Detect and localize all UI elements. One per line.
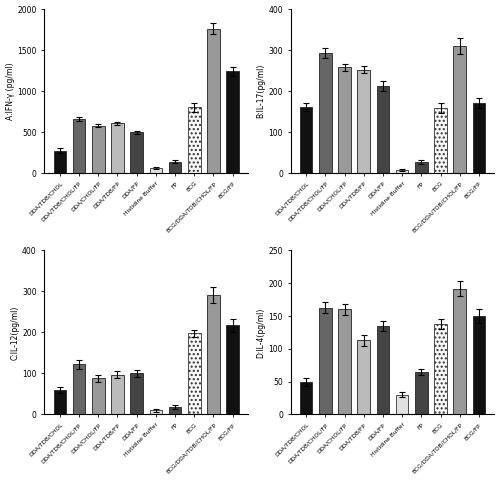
Bar xyxy=(434,108,447,173)
Bar xyxy=(300,107,312,173)
Bar xyxy=(454,46,466,173)
Bar xyxy=(415,162,428,173)
Bar xyxy=(319,308,332,414)
Bar xyxy=(150,168,162,173)
Bar xyxy=(188,108,200,173)
Bar xyxy=(54,151,66,173)
Bar xyxy=(415,372,428,414)
Bar xyxy=(226,325,239,414)
Bar xyxy=(54,390,66,414)
Bar xyxy=(169,407,181,414)
Bar xyxy=(208,295,220,414)
Bar xyxy=(396,170,408,173)
Bar xyxy=(73,364,86,414)
Bar xyxy=(111,375,124,414)
Bar xyxy=(358,70,370,173)
Bar xyxy=(73,119,86,173)
Bar xyxy=(358,340,370,414)
Bar xyxy=(376,86,389,173)
Bar xyxy=(130,373,143,414)
Bar xyxy=(472,316,485,414)
Bar xyxy=(338,67,350,173)
Bar xyxy=(208,29,220,173)
Bar xyxy=(130,132,143,173)
Bar xyxy=(150,410,162,414)
Bar xyxy=(472,103,485,173)
Bar xyxy=(92,126,104,173)
Bar xyxy=(111,123,124,173)
Bar xyxy=(454,288,466,414)
Bar xyxy=(92,378,104,414)
Bar xyxy=(169,162,181,173)
Bar xyxy=(376,326,389,414)
Bar xyxy=(338,310,350,414)
Y-axis label: A:IFN-γ (pg/ml): A:IFN-γ (pg/ml) xyxy=(6,62,15,120)
Bar xyxy=(396,395,408,414)
Bar xyxy=(300,382,312,414)
Bar xyxy=(226,72,239,173)
Bar xyxy=(319,53,332,173)
Bar xyxy=(434,324,447,414)
Bar xyxy=(188,333,200,414)
Y-axis label: B:IL-17(pg/ml): B:IL-17(pg/ml) xyxy=(256,64,266,118)
Y-axis label: C:IL-12(pg/ml): C:IL-12(pg/ml) xyxy=(10,305,20,360)
Y-axis label: D:IL-4(pg/ml): D:IL-4(pg/ml) xyxy=(256,307,266,358)
